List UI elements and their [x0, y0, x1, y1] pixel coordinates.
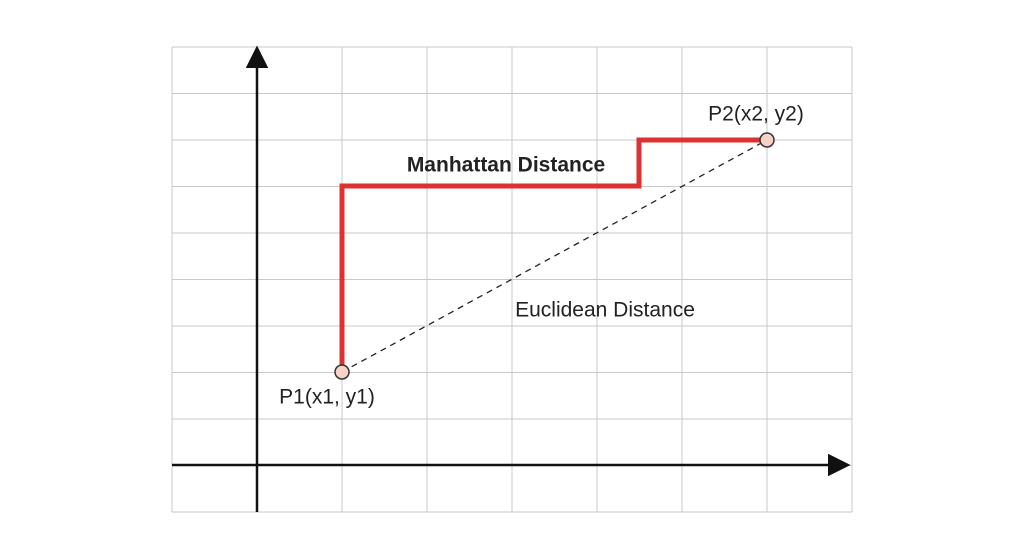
- manhattan-label: Manhattan Distance: [407, 154, 605, 177]
- point-p2: [759, 132, 775, 148]
- point-p1: [334, 364, 350, 380]
- euclidean-line: [341, 139, 768, 373]
- p2-label: P2(x2, y2): [708, 103, 804, 126]
- manhattan-path: [339, 137, 767, 372]
- euclidean-label: Euclidean Distance: [515, 299, 695, 322]
- p1-label: P1(x1, y1): [279, 386, 375, 409]
